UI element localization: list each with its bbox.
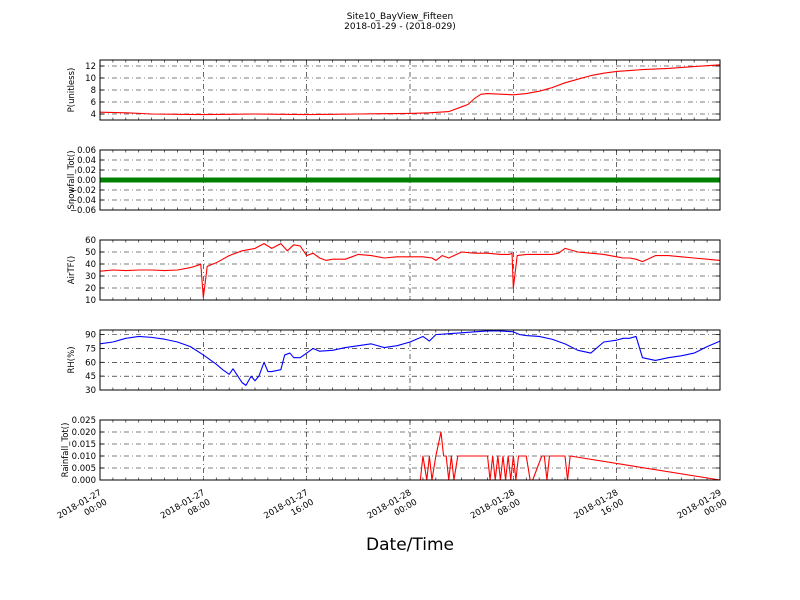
panel-frame <box>99 59 721 121</box>
y-axis-label: RH(%) <box>67 346 77 373</box>
y-tick-label: 4 <box>91 110 96 120</box>
series-line <box>99 243 721 299</box>
figure-title: Site10_BayView_Fifteen <box>347 12 453 22</box>
panel-4: 30 45 60 75 90 RH(%) <box>67 329 721 396</box>
y-tick-label: 0.000 <box>72 476 96 486</box>
y-tick-label: 45 <box>85 372 96 382</box>
x-tick-label: 2018-01-2716:00 <box>262 488 315 531</box>
y-axis-label: Snowfall_Tot() <box>67 150 77 209</box>
y-tick-label: −0.06 <box>70 206 96 216</box>
panel-3: 10 20 30 40 50 60 AirTF() <box>67 236 721 306</box>
y-tick-label: 10 <box>85 74 96 84</box>
figure-subtitle: 2018-01-29 - (2018-029) <box>344 22 456 32</box>
series-line <box>100 431 721 481</box>
y-tick-label: 0.06 <box>77 146 96 156</box>
panel-frame <box>99 329 721 391</box>
y-axis-label: Rainfall_Tot() <box>61 423 71 478</box>
x-tick-labels: 2018-01-2700:00 2018-01-2708:00 2018-01-27… <box>56 488 729 531</box>
y-tick-label: 0.020 <box>72 428 96 438</box>
panel-5: 0.000 0.005 0.010 0.015 0.020 0.025Rainfall_T… <box>61 416 721 486</box>
y-tick-label: 50 <box>85 248 96 258</box>
series-line <box>99 330 721 386</box>
y-tick-label: 90 <box>85 331 96 341</box>
panel-1: 4 6 8 10 12 P(unitless) <box>67 59 721 121</box>
x-tick-label: 2018-01-2700:00 <box>56 488 109 531</box>
panel-2: −0.06−0.04−0.020.000.020.040.06Snowfall_… <box>67 146 721 216</box>
series-line <box>99 64 721 116</box>
y-tick-label: 10 <box>85 296 96 306</box>
panel-frame <box>99 149 721 211</box>
y-tick-label: 0.04 <box>77 156 96 166</box>
y-tick-label: 0.015 <box>72 440 96 450</box>
x-tick-label: 2018-01-2816:00 <box>572 488 625 531</box>
panel-frame <box>99 239 721 301</box>
y-tick-label: 12 <box>85 62 96 72</box>
x-tick-label: 2018-01-2900:00 <box>676 488 729 531</box>
y-axis-label: AirTF() <box>67 256 77 284</box>
y-tick-label: 30 <box>85 272 96 282</box>
y-tick-label: 0.00 <box>77 176 96 186</box>
y-tick-label: 8 <box>91 86 96 96</box>
x-tick-label: 2018-01-2800:00 <box>366 488 419 531</box>
y-tick-label: 0.02 <box>77 166 96 176</box>
chart-panels: 4681012P(unitless)−0.06−0.04−0.020.000.0… <box>61 59 721 486</box>
y-tick-label: 20 <box>85 284 96 294</box>
y-tick-label: −0.04 <box>70 196 96 206</box>
y-tick-label: 40 <box>85 260 96 270</box>
y-tick-label: 0.010 <box>72 452 96 462</box>
y-tick-label: 60 <box>85 358 96 368</box>
y-tick-label: −0.02 <box>70 186 96 196</box>
x-tick-label: 2018-01-2708:00 <box>159 488 212 531</box>
y-tick-label: 75 <box>85 344 96 354</box>
y-tick-label: 0.025 <box>72 416 96 426</box>
y-tick-label: 60 <box>85 236 96 246</box>
y-axis-label: P(unitless) <box>67 68 77 113</box>
y-tick-label: 6 <box>91 98 96 108</box>
panel-frame <box>99 419 721 481</box>
x-axis-label: Date/Time <box>366 535 454 555</box>
y-tick-label: 0.005 <box>72 464 96 474</box>
x-tick-label: 2018-01-2808:00 <box>469 488 522 531</box>
y-tick-label: 30 <box>85 386 96 396</box>
